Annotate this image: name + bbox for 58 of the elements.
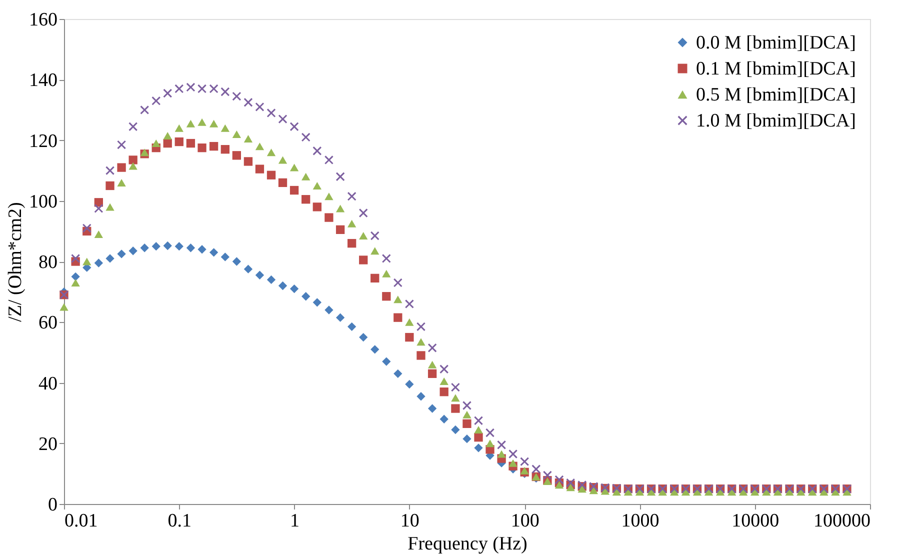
point [336,313,345,322]
point [474,444,483,452]
point [186,244,196,252]
point [71,272,80,281]
y-tick-label: 80 [38,252,58,273]
point [416,392,426,401]
y-tick-label: 120 [29,130,58,152]
point [244,264,253,274]
y-tick-label: 100 [29,191,58,212]
legend-label: 0.5 M [bmim][DCA] [696,84,856,106]
x-tick-label: 100 [510,510,540,532]
point [382,357,391,366]
y-tick-label: 40 [38,373,58,394]
point [359,332,368,342]
point [428,404,437,413]
point [347,322,356,331]
point [451,425,460,434]
point [94,258,103,268]
point [140,244,149,252]
x-tick-label: 1000 [621,510,660,532]
y-tick-label: 60 [38,312,58,334]
point [405,380,414,389]
x-tick-label: 0.1 [168,510,192,532]
point [209,248,218,257]
point [198,245,206,254]
point [128,246,138,256]
point [232,257,242,266]
point [255,270,264,280]
x-tick-label: 10 [400,510,420,532]
point [370,345,380,354]
x-tick-label: 10000 [732,510,780,532]
x-tick-label: 1 [290,510,300,532]
point [117,250,126,258]
legend-label: 0.0 M [bmim][DCA] [696,32,856,54]
y-tick-label: 20 [38,434,58,455]
x-tick-label: 0.01 [64,510,98,532]
point [394,369,402,378]
point [440,414,448,424]
y-tick-label: 160 [29,10,58,30]
y-axis-title: /Z/ (Ohm*cm2) [5,202,26,322]
point [278,281,288,290]
point [302,292,310,301]
point [106,254,114,263]
x-axis-title: Frequency (Hz) [408,534,528,554]
point [174,242,184,251]
x-tick-label: 100000 [814,510,870,532]
point [462,434,472,444]
point [324,306,334,314]
point [312,298,322,307]
point [220,252,230,262]
point [266,275,276,284]
legend-label: 0.1 M [bmim][DCA] [696,58,856,80]
y-tick-label: 140 [29,70,58,92]
y-tick-label: 0 [48,494,58,516]
point [163,241,172,250]
point [290,284,299,294]
legend-label: 1.0 M [bmim][DCA] [696,110,856,132]
point [152,242,160,251]
